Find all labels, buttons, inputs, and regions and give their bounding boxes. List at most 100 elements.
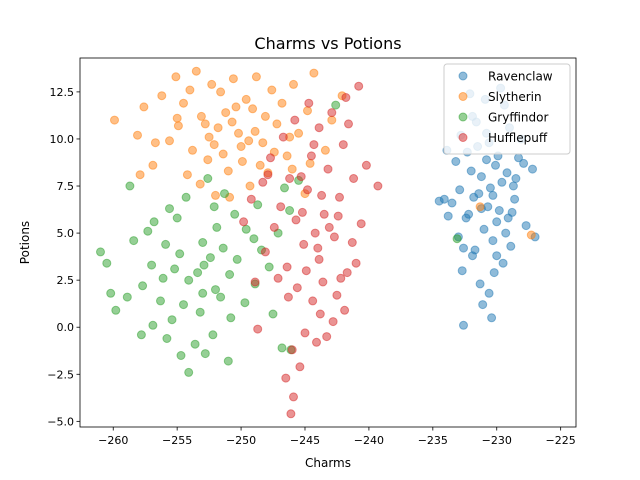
point-hufflepuff — [329, 232, 339, 242]
point-gryffindor — [161, 239, 171, 249]
point-gryffindor — [172, 213, 182, 223]
point-hufflepuff — [303, 185, 312, 195]
point-hufflepuff — [349, 174, 359, 183]
point-gryffindor — [249, 234, 259, 244]
point-gryffindor — [167, 315, 177, 325]
point-ravenclaw — [487, 313, 497, 323]
point-ravenclaw — [514, 153, 523, 163]
point-gryffindor — [211, 285, 220, 295]
y-tick-label: −2.5 — [47, 368, 74, 381]
point-slytherin — [133, 130, 142, 140]
point-hufflepuff — [373, 181, 383, 191]
point-slytherin — [231, 102, 241, 112]
point-slytherin — [287, 164, 297, 174]
point-gryffindor — [175, 249, 185, 259]
point-hufflepuff — [336, 273, 346, 283]
point-slytherin — [182, 170, 192, 180]
point-gryffindor — [223, 356, 233, 366]
point-gryffindor — [240, 298, 250, 308]
point-slytherin — [303, 106, 312, 116]
point-ravenclaw — [498, 258, 508, 268]
point-gryffindor — [209, 202, 219, 212]
x-tick-label: −225 — [546, 434, 576, 447]
point-gryffindor — [198, 238, 208, 247]
point-hufflepuff — [295, 362, 305, 372]
legend-label-gryffindor: Gryffindor — [488, 111, 549, 125]
point-slytherin — [526, 230, 536, 240]
point-slytherin — [171, 72, 181, 82]
y-tick-label: 0.0 — [57, 321, 75, 334]
point-slytherin — [209, 140, 219, 150]
x-tick-label: −260 — [98, 434, 128, 447]
point-slytherin — [223, 166, 233, 176]
point-gryffindor — [268, 309, 278, 319]
series-gryffindor — [96, 100, 462, 377]
point-hufflepuff — [239, 217, 249, 227]
point-hufflepuff — [333, 211, 343, 221]
point-hufflepuff — [282, 262, 292, 272]
point-hufflepuff — [324, 222, 334, 232]
point-gryffindor — [158, 273, 168, 283]
point-gryffindor — [165, 204, 174, 214]
point-gryffindor — [195, 307, 205, 317]
point-ravenclaw — [451, 157, 461, 166]
point-gryffindor — [452, 234, 462, 244]
points-layer — [96, 66, 540, 419]
point-gryffindor — [280, 183, 289, 193]
point-hufflepuff — [291, 215, 301, 225]
point-slytherin — [248, 104, 258, 114]
point-ravenclaw — [489, 268, 499, 278]
point-gryffindor — [212, 222, 222, 232]
point-ravenclaw — [503, 213, 513, 223]
point-gryffindor — [203, 174, 213, 183]
point-ravenclaw — [488, 190, 498, 200]
x-axis: −260 −255 −250 −245 −240 −235 −230 −225 — [98, 427, 576, 447]
point-hufflepuff — [309, 140, 319, 150]
point-ravenclaw — [508, 181, 518, 191]
point-gryffindor — [181, 192, 191, 202]
point-ravenclaw — [482, 155, 491, 165]
point-slytherin — [150, 138, 160, 148]
point-gryffindor — [184, 367, 194, 377]
point-ravenclaw — [528, 164, 537, 174]
point-gryffindor — [264, 262, 274, 272]
point-hufflepuff — [338, 140, 348, 150]
point-gryffindor — [205, 253, 215, 263]
point-gryffindor — [125, 181, 135, 191]
point-ravenclaw — [494, 206, 504, 215]
point-slytherin — [272, 119, 282, 129]
point-slytherin — [213, 123, 223, 133]
point-hufflepuff — [292, 283, 302, 293]
point-ravenclaw — [474, 189, 484, 199]
point-hufflepuff — [342, 268, 352, 278]
point-gryffindor — [241, 224, 251, 234]
point-gryffindor — [138, 281, 148, 291]
point-gryffindor — [170, 264, 180, 274]
point-gryffindor — [331, 100, 341, 110]
point-slytherin — [320, 145, 330, 155]
point-slytherin — [305, 158, 315, 168]
point-hufflepuff — [285, 174, 295, 183]
y-tick-label: 7.5 — [57, 180, 75, 193]
chart-title: Charms vs Potions — [254, 34, 401, 53]
point-slytherin — [185, 85, 195, 95]
point-hufflepuff — [313, 243, 323, 253]
point-hufflepuff — [260, 247, 270, 257]
point-slytherin — [282, 151, 292, 161]
point-ravenclaw — [497, 177, 507, 187]
x-tick-label: −250 — [226, 434, 256, 447]
legend: Ravenclaw Slytherin Gryffindor Hufflepuff — [443, 63, 571, 155]
point-slytherin — [260, 111, 270, 121]
point-gryffindor — [176, 351, 186, 360]
point-slytherin — [251, 72, 261, 82]
point-hufflepuff — [301, 266, 311, 276]
point-hufflepuff — [312, 337, 321, 347]
point-hufflepuff — [299, 239, 309, 249]
point-slytherin — [258, 138, 268, 148]
point-ravenclaw — [492, 251, 502, 261]
point-gryffindor — [277, 343, 287, 353]
point-hufflepuff — [347, 238, 357, 247]
point-gryffindor — [253, 200, 263, 210]
point-gryffindor — [198, 288, 208, 298]
